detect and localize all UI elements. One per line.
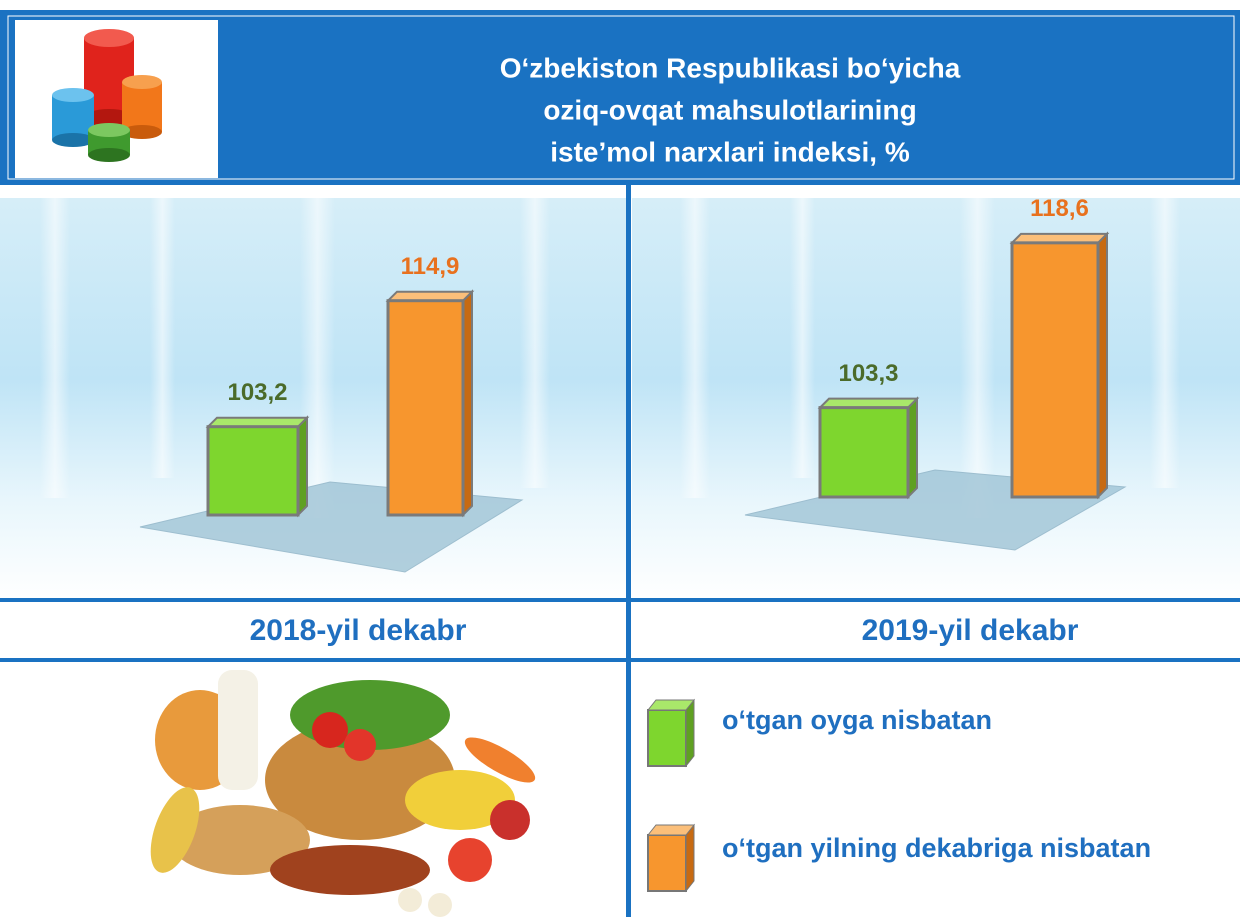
title-line: O‘zbekiston Respublikasi bo‘yicha	[500, 52, 961, 83]
legend: o‘tgan oyga nisbatan o‘tgan yilning deka…	[646, 698, 1151, 893]
bar	[818, 406, 910, 499]
legend-swatch	[647, 834, 687, 892]
title-line: oziq-ovqat mahsulotlarining	[543, 94, 916, 125]
value-label: 103,2	[227, 379, 287, 406]
light-streaks	[40, 198, 1180, 518]
food-illustration	[150, 670, 536, 917]
legend-label: o‘tgan oyga nisbatan	[722, 705, 992, 735]
divider	[0, 658, 1240, 662]
legend-item: o‘tgan yilning dekabriga nisbatan	[646, 823, 1151, 893]
value-label: 118,6	[1030, 195, 1089, 222]
title-line: iste’mol narxlari indeksi, %	[550, 136, 910, 167]
divider	[0, 598, 1240, 602]
legend-label: o‘tgan yilning dekabriga nisbatan	[722, 833, 1151, 863]
logo	[52, 29, 162, 162]
legend-swatch-top	[646, 824, 696, 836]
chart-title: 2019-yil dekabr	[862, 614, 1079, 647]
chart-title: 2018-yil dekabr	[250, 614, 467, 647]
bar	[1010, 241, 1100, 499]
header-frame	[7, 15, 1235, 180]
bar	[386, 299, 465, 517]
legend-swatch-side	[685, 823, 695, 893]
legend-item: o‘tgan oyga nisbatan	[646, 698, 992, 768]
legend-swatch-top	[646, 699, 696, 711]
divider	[626, 185, 631, 917]
legend-swatch	[647, 709, 687, 767]
value-label: 103,3	[838, 360, 898, 387]
value-label: 114,9	[401, 253, 460, 280]
legend-swatch-side	[685, 698, 695, 768]
bar	[206, 425, 300, 517]
